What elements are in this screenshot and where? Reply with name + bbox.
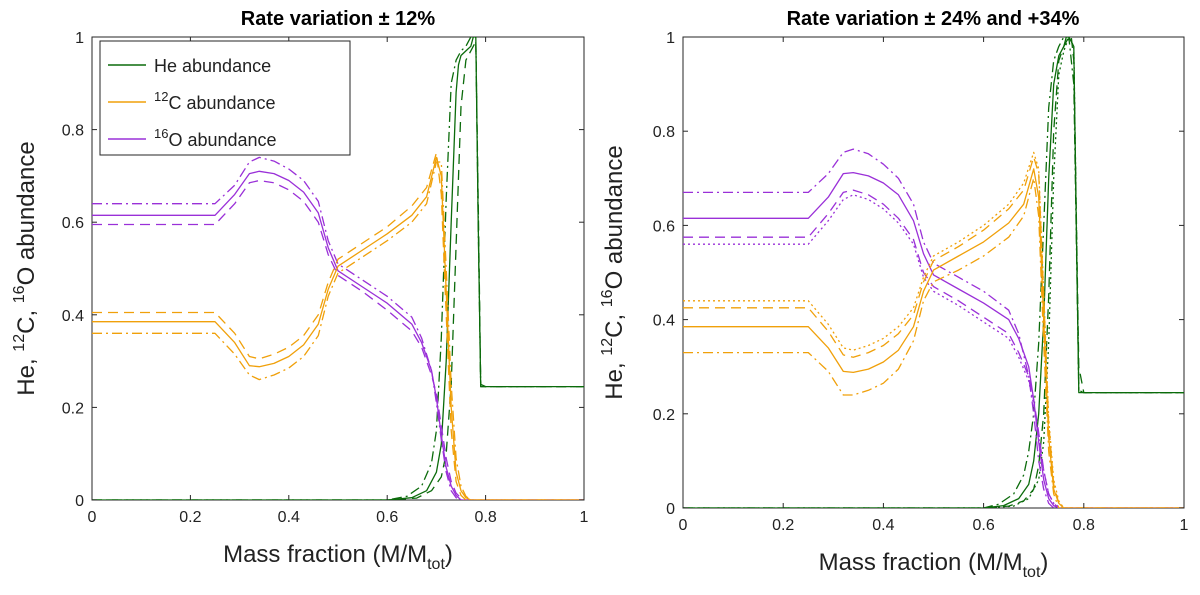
x-tick-label: 0 [88, 509, 97, 526]
y-tick-label: 0 [75, 493, 84, 510]
series-line-16o-24-dashed [683, 189, 1184, 508]
y-tick-label: 0.2 [653, 407, 675, 424]
series-line-16o [92, 170, 584, 500]
x-tick-label: 1 [1180, 517, 1189, 534]
x-axis-label: Mass fraction (M/Mtot) [819, 549, 1049, 581]
x-tick-label: 0.4 [278, 509, 300, 526]
series-line-16o-24-dotted [683, 194, 1184, 508]
x-tick-label: 0.8 [1073, 517, 1095, 534]
series-group [92, 37, 584, 500]
x-tick-label: 1 [580, 509, 589, 526]
legend-label: He abundance [154, 56, 271, 76]
plot-area [682, 36, 1185, 509]
x-tick-label: 0.2 [772, 517, 794, 534]
series-line-16o- [92, 179, 584, 500]
y-tick-label: 0.2 [62, 400, 84, 417]
series-group [683, 37, 1184, 508]
series-line-he [683, 37, 1184, 508]
series-line-16o [683, 171, 1184, 508]
y-tick-label: 0.6 [653, 218, 675, 235]
series-line-16o-34 [683, 148, 1184, 508]
y-tick-label: 0 [666, 501, 675, 518]
x-tick-label: 0.6 [972, 517, 994, 534]
legend-label: 12C abundance [154, 89, 276, 113]
x-tick-label: 0.4 [872, 517, 894, 534]
chart-title: Rate variation ± 24% and +34% [787, 8, 1080, 30]
series-line-he-var-b [683, 37, 1184, 508]
chart-panel-2: 0 0.2 0.4 0.6 0.8 1 0 0.2 0.4 0.6 0.8 1 Rate variati… [599, 8, 1189, 581]
x-axis-label: Mass fraction (M/Mtot) [223, 541, 453, 573]
y-tick-label: 0.4 [653, 313, 675, 330]
y-axis-label: He, 12C, 16O abundance [11, 141, 40, 395]
y-tick-label: 1 [666, 30, 675, 47]
legend-label: 16O abundance [154, 126, 277, 150]
series-line-16o- [92, 156, 584, 500]
x-tick-label: 0.8 [474, 509, 496, 526]
series-line-12c [683, 168, 1184, 508]
y-tick-label: 0.4 [62, 308, 84, 325]
series-line-12c- [92, 161, 584, 500]
series-line-he-var-b [92, 40, 584, 500]
series-line-12c- [92, 152, 584, 500]
x-tick-label: 0.2 [179, 509, 201, 526]
series-line-12c-34 [683, 177, 1184, 508]
chart-panel-1: 0 0.2 0.4 0.6 0.8 1 0 0.2 0.4 0.6 0.8 1 Rate variati… [11, 8, 589, 573]
y-tick-label: 0.8 [653, 124, 675, 141]
series-line-12c [92, 156, 584, 500]
series-line-he-var-c [683, 37, 1184, 508]
y-tick-label: 0.6 [62, 215, 84, 232]
chart-title: Rate variation ± 12% [241, 8, 436, 30]
series-line-12c-24-dashed [683, 156, 1184, 508]
y-tick-label: 1 [75, 30, 84, 47]
legend: He abundance 12C abundance 16O abundance [99, 40, 351, 156]
series-line-he-var-a [92, 37, 584, 500]
x-tick-label: 0 [679, 517, 688, 534]
x-tick-label: 0.6 [376, 509, 398, 526]
y-axis-label: He, 12C, 16O abundance [599, 145, 628, 399]
y-tick-label: 0.8 [62, 123, 84, 140]
legend-box [99, 40, 351, 156]
